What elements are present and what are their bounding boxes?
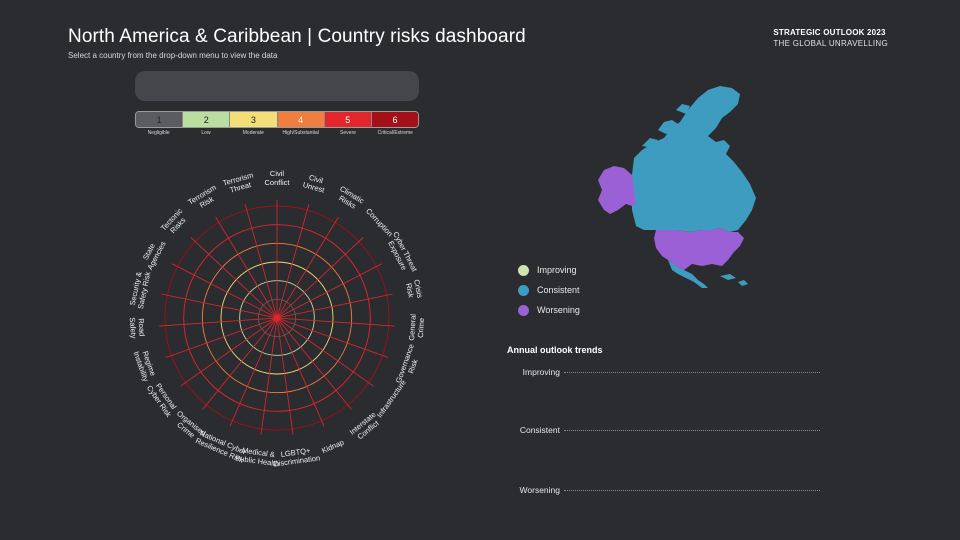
radar-category-label: PersonalCyber Risk [145,379,181,419]
radar-spoke [159,317,278,327]
risk-label-4: High/Substantial [282,130,319,136]
risk-level-1: 1 [136,112,184,127]
radar-category-label: Civil Conflict [264,169,290,187]
trend-line [564,489,820,491]
radar-spoke [215,216,278,319]
trend-label: Consistent [519,425,560,435]
radar-spoke [276,317,389,358]
radar-category-label: RoadSafety [128,316,147,339]
radar-spoke [276,263,382,319]
radar-category-label: Corruption [364,207,394,239]
risk-level-4: 4 [277,112,325,127]
radar-spoke [276,317,374,387]
legend-label: Improving [537,265,577,275]
radar-spoke [180,317,278,387]
trend-row-worsening: Worsening [507,485,820,495]
legend-dot-consistent [518,284,529,296]
map-region-arctic-islands[interactable] [642,104,690,148]
risk-label-3: Moderate [242,130,264,136]
page-subtitle: Select a country from the drop-down menu… [68,51,278,60]
radar-spoke [161,293,278,319]
trend-row-improving: Improving [507,367,820,377]
radar-spoke [172,263,278,319]
legend-dot-improving [518,264,529,276]
radar-category-label: CivilUnrest [302,172,329,195]
risk-level-3: 3 [230,112,278,127]
radar-spoke [276,317,325,427]
risk-level-5: 5 [324,112,372,127]
radar-category-label: GeneralCrime [407,313,426,341]
annual-trends-title: Annual outlook trends [507,345,603,355]
radar-spoke [165,317,278,358]
legend-dot-worsening [518,304,529,316]
risk-scale-labels: Negligible Low Moderate High/Substantial… [135,130,419,136]
map-region-canada[interactable] [632,86,756,232]
radar-category-label: RegimeInstability [132,347,159,383]
trend-label: Improving [522,367,560,377]
north-america-map[interactable] [580,80,770,290]
map-region-alaska[interactable] [598,166,636,214]
radar-spoke [276,204,310,319]
map-region-caribbean[interactable] [720,274,748,286]
brand-block: STRATEGIC OUTLOOK 2023 THE GLOBAL UNRAVE… [773,28,888,48]
legend-item-improving: Improving [518,260,580,280]
radar-spoke [202,317,278,410]
legend-label: Worsening [537,305,580,315]
legend-label: Consistent [537,285,580,295]
radar-spoke [229,317,278,427]
risk-label-6: Critical/Extreme [377,130,413,136]
trend-line [564,429,820,431]
radar-spoke [276,317,395,327]
radar-spoke [260,317,278,435]
trend-legend: Improving Consistent Worsening [518,260,580,320]
risk-label-1: Negligible [147,130,170,136]
radar-category-label: TectonicRisks [159,206,191,238]
trend-line [564,371,820,373]
map-region-mexico[interactable] [668,260,708,288]
radar-category-label: StateAgencies [138,236,168,272]
trend-label: Worsening [519,485,560,495]
brand-line-1: STRATEGIC OUTLOOK 2023 [773,28,886,37]
radar-category-label: TerrorismRisk [186,183,222,214]
country-dropdown[interactable] [135,71,419,101]
risk-label-5: Severe [340,130,356,136]
radar-category-label: Security &Safety Risk [127,269,152,310]
map-region-usa[interactable] [654,228,744,270]
radar-spoke [276,317,352,410]
risk-label-2: Low [201,130,211,136]
risk-level-2: 2 [183,112,231,127]
radar-category-label: ClimaticRisks [334,184,366,213]
radar-category-label: Infrastructure [375,378,408,419]
radar-spoke [276,216,339,319]
radar-category-label: TerrorismThreat [222,171,257,196]
radar-category-label: CrisisRisk [404,279,425,301]
radar-spoke [276,293,393,319]
trend-row-consistent: Consistent [507,425,820,435]
legend-item-worsening: Worsening [518,300,580,320]
radar-category-label: LGBTQ+Discrimination [272,445,321,469]
brand-line-2: THE GLOBAL UNRAVELLING [773,39,888,48]
page-title: North America & Caribbean | Country risk… [68,26,526,47]
radar-spoke [190,237,278,319]
radar-spoke [276,237,364,319]
risk-scale: 1 2 3 4 5 6 [135,111,419,128]
risk-level-6: 6 [371,112,418,127]
radar-spoke [276,317,294,435]
legend-item-consistent: Consistent [518,280,580,300]
radar-spoke [244,204,278,319]
radar-category-label: Kidnap [320,438,345,456]
risk-radar-chart: Civil Conflict CivilUnrest ClimaticRisksCor… [127,169,426,469]
